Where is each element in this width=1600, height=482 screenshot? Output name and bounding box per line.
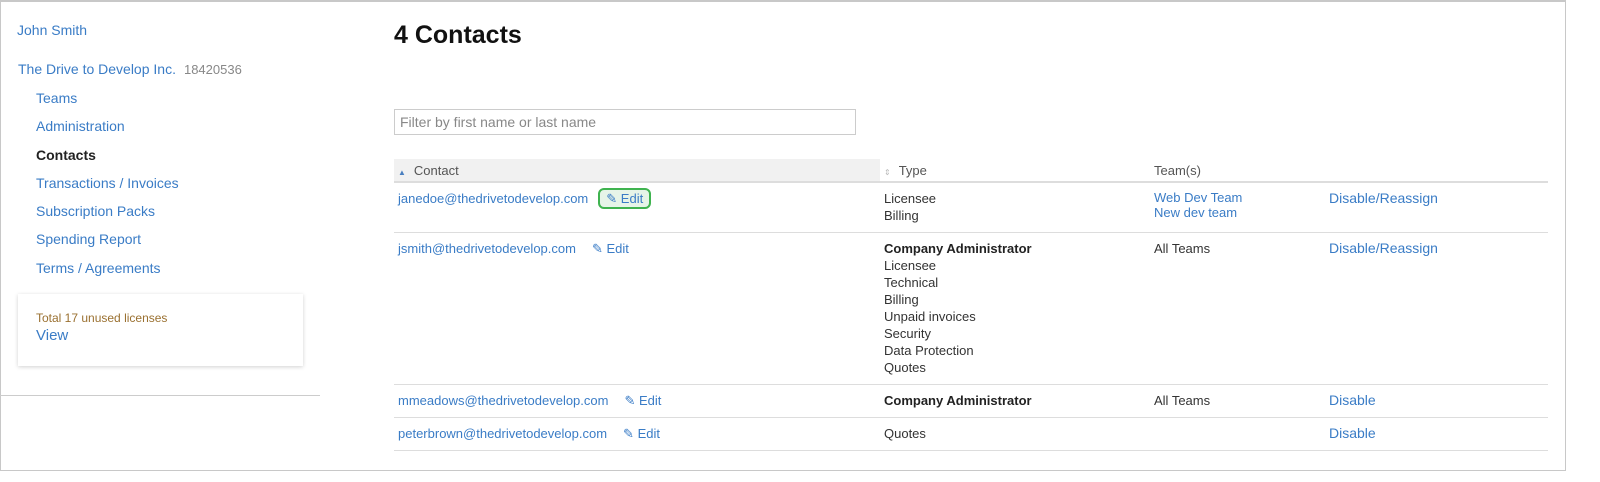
contact-type: Unpaid invoices	[884, 309, 976, 324]
contact-type: Licensee	[884, 191, 937, 206]
org-header: The Drive to Develop Inc. 18420536	[18, 61, 242, 77]
unused-licenses-text: Total 17 unused licenses	[36, 311, 168, 325]
edit-icon: ✎	[623, 426, 634, 441]
edit-button[interactable]: ✎ Edit	[591, 241, 629, 256]
teams-text: All Teams	[1154, 393, 1211, 408]
contact-type: Quotes	[884, 426, 926, 441]
team-link[interactable]: New dev team	[1154, 205, 1238, 220]
contact-type: Billing	[884, 292, 919, 307]
column-header-type[interactable]: ⇕ Type	[880, 159, 1150, 183]
sidebar-nav: Teams Administration Contacts Transactio…	[36, 89, 179, 287]
sidebar-item-contacts[interactable]: Contacts	[36, 146, 96, 163]
edit-icon: ✎	[624, 393, 636, 408]
teams-text: All Teams	[1154, 241, 1211, 256]
sidebar: John Smith The Drive to Develop Inc. 1842…	[0, 0, 320, 396]
sidebar-item-subscription-packs[interactable]: Subscription Packs	[36, 203, 156, 220]
team-link[interactable]: Web Dev Team	[1154, 190, 1243, 205]
table-row: mmeadows@thedrivetodevelop.com ✎ Edit Comp…	[394, 384, 1548, 418]
edit-icon: ✎	[591, 241, 603, 256]
column-header-action	[1325, 159, 1548, 183]
contact-type: Technical	[884, 275, 939, 290]
filter-input[interactable]	[394, 109, 856, 135]
org-link[interactable]: The Drive to Develop Inc.	[18, 61, 176, 77]
contact-type: Quotes	[884, 360, 926, 375]
sidebar-item-transactions[interactable]: Transactions / Invoices	[36, 174, 179, 191]
disable-link[interactable]: Disable	[1329, 392, 1376, 408]
sort-asc-icon: ▲	[398, 167, 406, 177]
contact-type: Billing	[884, 208, 919, 223]
user-link[interactable]: John Smith	[17, 22, 88, 38]
sort-icon: ⇕	[884, 167, 891, 177]
sidebar-item-teams[interactable]: Teams	[36, 90, 78, 106]
contact-type: Data Protection	[884, 343, 974, 358]
edit-button[interactable]: ✎ Edit	[624, 393, 662, 408]
contact-type: Company Administrator	[884, 393, 1032, 408]
disable-link[interactable]: Disable/Reassign	[1329, 190, 1438, 206]
contact-email-link[interactable]: peterbrown@thedrivetodevelop.com	[398, 426, 608, 441]
page-frame	[0, 0, 1566, 471]
licenses-card: Total 17 unused licenses View	[18, 294, 303, 366]
contacts-table: ▲ Contact ⇕ Type Team(s) janedoe@thedrivet…	[394, 159, 1548, 451]
disable-link[interactable]: Disable	[1329, 425, 1376, 441]
edit-icon: ✎	[606, 191, 618, 206]
column-header-teams: Team(s)	[1150, 159, 1325, 183]
contact-type: Licensee	[884, 258, 937, 273]
page-title: 4 Contacts	[394, 21, 522, 49]
sidebar-item-administration[interactable]: Administration	[36, 118, 125, 135]
sidebar-item-terms[interactable]: Terms / Agreements	[36, 259, 161, 276]
contact-email-link[interactable]: jsmith@thedrivetodevelop.com	[398, 241, 576, 256]
contact-type: Security	[884, 326, 931, 341]
contact-email-link[interactable]: mmeadows@thedrivetodevelop.com	[398, 393, 609, 408]
column-header-contact[interactable]: ▲ Contact	[394, 159, 880, 183]
table-row: janedoe@thedrivetodevelop.com ✎ Edit Licen…	[394, 182, 1548, 233]
contact-email-link[interactable]: janedoe@thedrivetodevelop.com	[398, 191, 589, 206]
table-row: peterbrown@thedrivetodevelop.com ✎ Edit Qu…	[394, 417, 1548, 451]
sidebar-item-spending-report[interactable]: Spending Report	[36, 231, 142, 248]
disable-link[interactable]: Disable/Reassign	[1329, 240, 1438, 256]
edit-button[interactable]: ✎ Edit	[623, 426, 660, 441]
view-licenses-link[interactable]: View	[36, 327, 69, 344]
edit-button[interactable]: ✎ Edit	[598, 188, 652, 209]
contact-type: Company Administrator	[884, 241, 1032, 256]
table-row: jsmith@thedrivetodevelop.com ✎ Edit Compan…	[394, 232, 1548, 385]
org-id: 18420536	[183, 62, 242, 77]
